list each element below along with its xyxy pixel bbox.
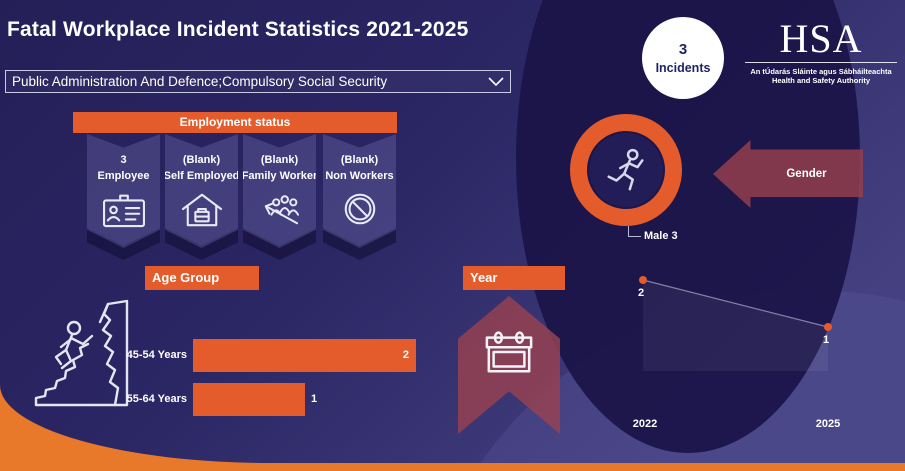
hsa-logo: HSA An tÚdarás Sláinte agus Sábháilteach… [742,18,900,85]
incidents-value: 3 [678,41,688,58]
trend-axis-2022: 2022 [632,418,658,430]
male-callout-line [628,226,641,237]
card-value: (Blank) [182,154,221,166]
trend-value-2025: 1 [823,334,830,346]
employment-status-header: Employment status [73,112,397,133]
age-bar-value: 2 [402,349,409,361]
trend-value-2022: 2 [638,287,645,299]
running-person-icon [607,148,644,191]
sector-filter-dropdown[interactable]: Public Administration And Defence;Compul… [5,70,511,93]
id-card-icon [102,194,145,228]
card-label: Self Employed [163,170,240,182]
hsa-acronym: HSA [779,16,863,61]
year-header: Year [463,266,565,290]
age-bar-55-64[interactable] [193,383,305,416]
employment-card-self-employed[interactable]: (Blank) Self Employed [165,134,238,248]
trend-area-fill [643,280,828,371]
year-trend-chart [639,276,832,371]
card-value: (Blank) [260,154,299,166]
page-title: Fatal Workplace Incident Statistics 2021… [7,18,469,41]
card-label: Non Workers [325,170,394,182]
hsa-logo-divider [745,62,897,63]
mountain-climber-icon [34,299,129,407]
family-group-icon [264,195,299,225]
hsa-english-name: Health and Safety Authority [771,76,871,85]
male-count-label: Male 3 [644,230,678,242]
calendar-icon [485,331,533,373]
age-bar-label: 45-54 Years [126,349,187,361]
employment-card-employee[interactable]: 3 Employee [87,134,160,248]
card-label: Employee [97,170,150,182]
employment-card-family-worker[interactable]: (Blank) Family Worker [243,134,316,248]
incidents-badge: 3 Incidents [642,17,724,99]
age-group-header: Age Group [145,266,259,290]
trend-point-2025[interactable] [824,323,832,331]
hsa-irish-name: An tÚdarás Sláinte agus Sábháilteachta [750,67,892,76]
gender-donut-center [589,133,663,207]
card-value: (Blank) [340,154,379,166]
no-entry-icon [344,193,375,225]
card-value: 3 [120,154,127,166]
trend-point-2022[interactable] [639,276,647,284]
age-bar-45-54[interactable]: 2 [193,339,416,372]
employment-card-non-workers[interactable]: (Blank) Non Workers [323,134,396,248]
incidents-label: Incidents [655,61,711,75]
trend-line [642,279,829,328]
sector-filter-value: Public Administration And Defence;Compul… [12,74,388,89]
age-bar-label: 55-64 Years [126,393,187,405]
gender-arrow-label: Gender [786,168,827,180]
chevron-down-icon[interactable] [488,76,504,87]
home-briefcase-icon [181,193,222,227]
age-bar-value: 1 [311,393,318,405]
card-label: Family Worker [241,170,318,182]
trend-axis-2025: 2025 [815,418,841,430]
